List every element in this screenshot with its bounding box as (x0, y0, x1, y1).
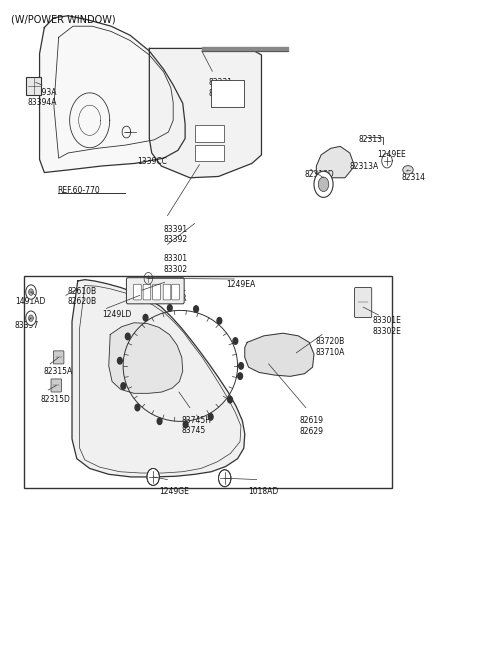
FancyBboxPatch shape (133, 284, 141, 300)
FancyBboxPatch shape (172, 284, 180, 300)
FancyBboxPatch shape (211, 80, 244, 107)
FancyBboxPatch shape (51, 379, 61, 392)
Text: 1249LD: 1249LD (103, 310, 132, 319)
Circle shape (183, 421, 188, 428)
Circle shape (147, 468, 159, 485)
FancyBboxPatch shape (195, 145, 224, 161)
Circle shape (168, 304, 172, 311)
Circle shape (238, 373, 242, 379)
Circle shape (217, 318, 222, 324)
Polygon shape (245, 333, 314, 377)
Circle shape (121, 382, 126, 389)
Text: 1249EA: 1249EA (227, 280, 256, 289)
Text: 93580L
93580R: 93580L 93580R (158, 283, 188, 303)
Text: 82619
82629: 82619 82629 (300, 416, 324, 436)
Text: 1491AD: 1491AD (15, 297, 45, 306)
Text: 83301
83302: 83301 83302 (164, 254, 188, 274)
Text: 83745H
83745: 83745H 83745 (182, 415, 212, 435)
Text: 82314: 82314 (401, 173, 425, 182)
Text: 83397: 83397 (15, 321, 39, 331)
Text: 82313: 82313 (359, 134, 383, 144)
FancyBboxPatch shape (195, 125, 224, 142)
Circle shape (193, 306, 198, 312)
Polygon shape (72, 279, 245, 477)
FancyBboxPatch shape (153, 284, 160, 300)
Circle shape (157, 418, 162, 424)
Circle shape (125, 333, 130, 340)
Circle shape (228, 396, 232, 403)
Text: 82318D: 82318D (304, 170, 334, 179)
Circle shape (318, 177, 329, 192)
Polygon shape (109, 323, 183, 394)
Circle shape (314, 171, 333, 197)
Text: 83393A
83394A: 83393A 83394A (28, 88, 57, 107)
FancyBboxPatch shape (126, 277, 184, 304)
Text: 82313A: 82313A (350, 162, 379, 171)
Text: 1018AD: 1018AD (249, 487, 279, 497)
Text: 82610B
82620B: 82610B 82620B (67, 287, 96, 306)
Circle shape (29, 289, 34, 295)
Polygon shape (39, 16, 185, 173)
Text: REF.60-770: REF.60-770 (58, 186, 100, 195)
FancyBboxPatch shape (53, 351, 64, 364)
Circle shape (26, 285, 36, 299)
Text: (W/POWER WINDOW): (W/POWER WINDOW) (11, 14, 116, 24)
Text: 82315A: 82315A (43, 367, 72, 376)
Text: 1249GE: 1249GE (159, 487, 189, 497)
Circle shape (118, 358, 122, 364)
FancyBboxPatch shape (355, 287, 372, 318)
Text: 83391
83392: 83391 83392 (164, 225, 188, 244)
FancyBboxPatch shape (163, 284, 171, 300)
FancyBboxPatch shape (26, 77, 41, 96)
Text: 1339CC: 1339CC (137, 157, 167, 166)
Text: 83231
83241: 83231 83241 (209, 79, 233, 98)
Circle shape (233, 338, 238, 344)
Text: 82315D: 82315D (40, 395, 71, 403)
Circle shape (208, 413, 213, 420)
Polygon shape (149, 49, 262, 178)
Text: 83720B
83710A: 83720B 83710A (315, 337, 345, 357)
Text: 83301E
83302E: 83301E 83302E (372, 316, 402, 336)
FancyBboxPatch shape (143, 284, 151, 300)
Circle shape (218, 470, 231, 487)
Circle shape (26, 311, 36, 325)
Circle shape (135, 404, 140, 411)
Text: 1249EE: 1249EE (377, 150, 406, 159)
Ellipse shape (403, 166, 413, 174)
Circle shape (239, 363, 243, 369)
Circle shape (29, 315, 34, 321)
Polygon shape (316, 146, 355, 178)
FancyBboxPatch shape (24, 276, 392, 488)
Circle shape (143, 314, 148, 321)
